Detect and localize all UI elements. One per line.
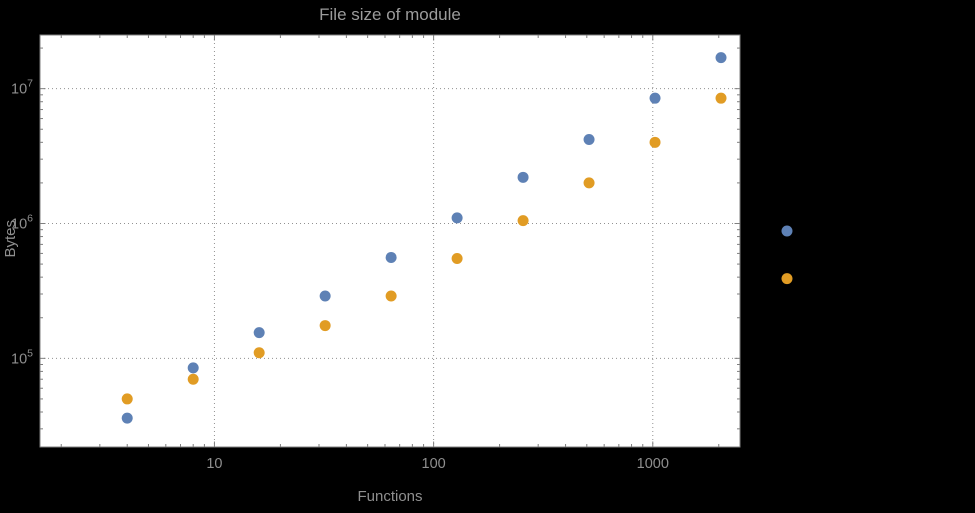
data-point-series-2-x2048 [715, 92, 727, 104]
data-point-series-1-x512 [583, 133, 595, 145]
y-tick-label: 106 [11, 212, 33, 232]
x-tick-label: 1000 [637, 456, 669, 472]
data-point-series-2-x512 [583, 177, 595, 189]
data-point-series-1-x2048 [715, 52, 727, 64]
x-axis-label: Functions [357, 488, 423, 505]
data-point-series-1-x1024 [649, 92, 661, 104]
x-tick-label: 10 [206, 456, 222, 472]
data-point-series-1-x64 [385, 251, 397, 263]
y-tick-label: 107 [11, 78, 33, 98]
data-point-series-2-x128 [451, 253, 463, 265]
data-point-series-2-x1024 [649, 136, 661, 148]
data-point-series-1-x128 [451, 212, 463, 224]
y-tick-label: 105 [11, 347, 33, 367]
data-point-series-1-x16 [253, 327, 265, 339]
data-point-series-1-x8 [187, 362, 199, 374]
data-point-series-2-x4096 [781, 273, 793, 285]
data-point-series-2-x64 [385, 290, 397, 302]
data-point-series-1-x256 [517, 171, 529, 183]
data-point-series-2-x32 [319, 320, 331, 332]
plot-frame [39, 34, 741, 448]
data-point-series-2-x4 [121, 393, 133, 405]
data-point-series-2-x16 [253, 347, 265, 359]
data-point-series-2-x256 [517, 215, 529, 227]
data-point-series-1-x32 [319, 290, 331, 302]
x-tick-label: 100 [422, 456, 446, 472]
plot-area [40, 35, 740, 447]
data-point-series-1-x4 [121, 412, 133, 424]
data-point-series-2-x8 [187, 373, 199, 385]
data-point-series-1-x4096 [781, 225, 793, 237]
chart-title: File size of module [319, 5, 461, 24]
